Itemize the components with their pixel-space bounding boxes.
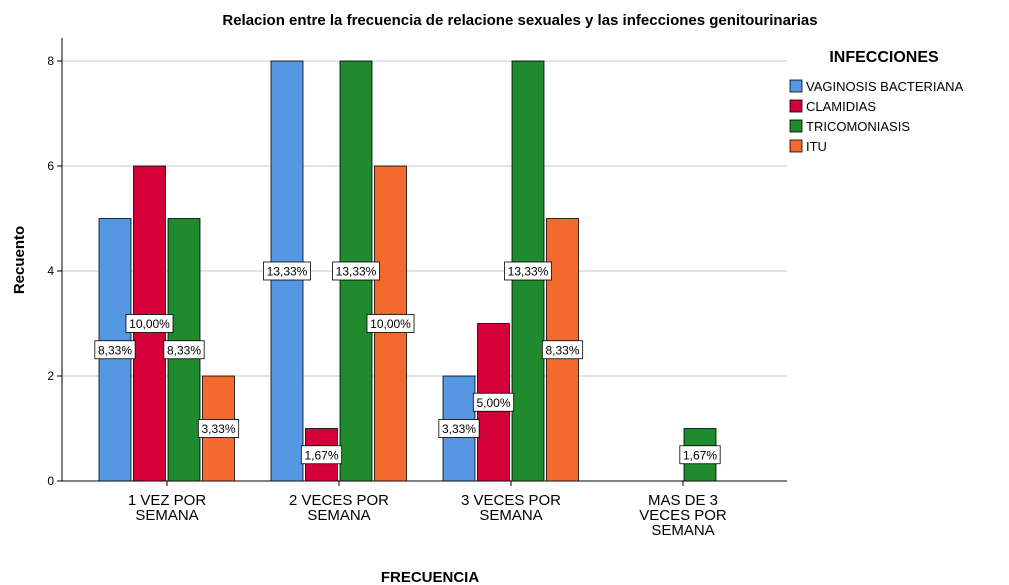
data-label: 1,67% — [683, 448, 717, 462]
legend-label: TRICOMONIASIS — [806, 119, 910, 134]
y-tick-label: 0 — [47, 474, 54, 488]
data-label-box — [163, 340, 205, 360]
legend-swatch — [789, 119, 803, 133]
y-tick-label: 6 — [47, 159, 54, 173]
legend-label: CLAMIDIAS — [806, 99, 876, 114]
data-label: 3,33% — [442, 422, 476, 436]
data-label: 10,00% — [370, 317, 411, 331]
legend-swatch — [789, 139, 803, 153]
data-label-box — [332, 261, 380, 281]
legend-label: ITU — [806, 139, 827, 154]
x-tick-label: 3 VECES POR SEMANA — [461, 492, 561, 524]
chart-title: Relacion entre la frecuencia de relacion… — [222, 12, 817, 29]
legend-label: VAGINOSIS BACTERIANA — [806, 79, 964, 94]
data-label: 13,33% — [267, 265, 308, 279]
data-label-box — [197, 419, 240, 438]
y-tick-label: 2 — [47, 369, 54, 383]
x-axis-label: FRECUENCIA — [381, 569, 480, 585]
data-label-box — [263, 261, 311, 281]
legend-title: INFECCIONES — [829, 49, 939, 66]
data-label-box — [679, 445, 721, 465]
data-label: 5,00% — [476, 396, 510, 410]
data-label: 1,67% — [304, 448, 338, 462]
data-label: 3,33% — [201, 422, 235, 436]
data-label-box — [300, 445, 343, 465]
data-label-box — [504, 261, 552, 281]
legend-swatch — [789, 79, 803, 93]
data-label: 13,33% — [508, 265, 549, 279]
data-label-box — [94, 340, 136, 360]
legend-swatch — [789, 99, 803, 113]
data-label: 8,33% — [545, 343, 579, 357]
y-axis-label: Recuento — [11, 226, 28, 294]
data-label-box — [125, 314, 174, 333]
data-label: 13,33% — [336, 265, 377, 279]
y-tick-label: 8 — [47, 54, 54, 68]
x-tick-label: MAS DE 3 VECES POR SEMANA — [639, 492, 727, 539]
data-label: 8,33% — [167, 343, 201, 357]
x-tick-label: 2 VECES POR SEMANA — [289, 492, 389, 524]
data-label-box — [472, 392, 515, 412]
y-tick-label: 4 — [47, 264, 54, 278]
x-tick-label: 1 VEZ POR SEMANA — [128, 492, 207, 524]
data-label: 10,00% — [129, 317, 170, 331]
data-label-box — [438, 419, 480, 438]
data-label-box — [541, 340, 584, 360]
data-label: 8,33% — [98, 343, 132, 357]
data-label-box — [366, 314, 415, 333]
